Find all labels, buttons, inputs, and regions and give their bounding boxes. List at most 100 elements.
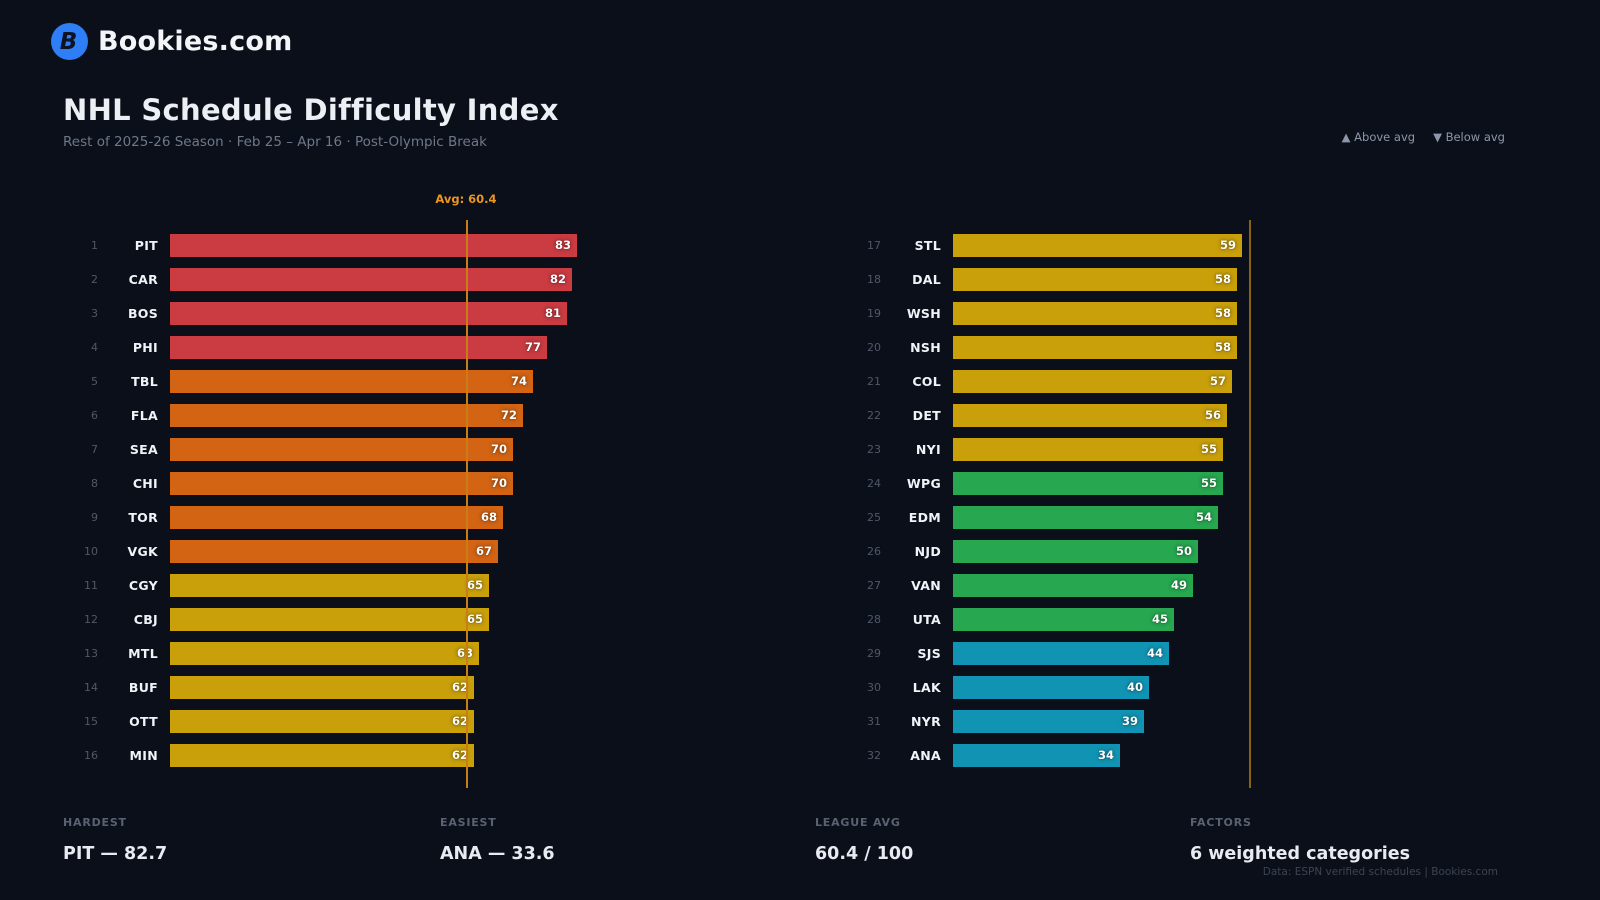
team-label: NYR [910,713,941,729]
footer-stats: HARDEST PIT — 82.7 EASIEST ANA — 33.6 LE… [0,816,1600,864]
bar: 63 [170,641,479,665]
bar-row-min: 16 MIN 62 [63,738,746,772]
bar: 65 [170,607,489,631]
rank-label: 30 [867,680,881,694]
header: B Bookies.com NHL Schedule Difficulty In… [0,0,1600,150]
bar: 55 [953,471,1223,495]
rank-label: 18 [867,272,881,286]
league-avg-line-right [1248,220,1251,788]
team-label: UTA [912,611,941,627]
bar-value-label: 68 [480,510,497,524]
bar-value-label: 83 [554,238,571,252]
rank-label: 19 [867,306,881,320]
rank-label: 4 [91,340,98,354]
bar-value-label: 77 [524,340,541,354]
bar: 40 [953,675,1149,699]
bar: 54 [953,505,1218,529]
rank-label: 23 [867,442,881,456]
bar-value-label: 55 [1200,442,1217,456]
team-label: NJD [914,543,941,559]
rank-label: 15 [84,714,98,728]
team-label: DET [912,407,941,423]
bar-track: 49 [953,573,1529,597]
bar: 62 [170,743,474,767]
bar-value-label: 65 [466,578,483,592]
rank-label: 27 [867,578,881,592]
bar: 45 [953,607,1174,631]
team-label: VAN [911,577,941,593]
team-label: CGY [128,577,158,593]
team-label: DAL [912,271,941,287]
bar-row-sjs: 29 SJS 44 [846,636,1529,670]
team-label: LAK [912,679,941,695]
team-label: FLA [130,407,158,423]
bar-row-col: 21 COL 57 [846,364,1529,398]
team-label: SJS [917,645,941,661]
bar-track: 65 [170,607,746,631]
rank-label: 10 [84,544,98,558]
bar-row-det: 22 DET 56 [846,398,1529,432]
team-label: WSH [906,305,941,321]
bar-value-label: 58 [1214,272,1231,286]
team-label: COL [912,373,941,389]
bar-row-ana: 32 ANA 34 [846,738,1529,772]
bar-track: 81 [170,301,746,325]
bar-track: 82 [170,267,746,291]
bar: 56 [953,403,1227,427]
bar-row-wsh: 19 WSH 58 [846,296,1529,330]
bar-track: 54 [953,505,1529,529]
brand-name: Bookies.com [98,26,293,57]
rank-label: 1 [91,238,98,252]
bar-row-mtl: 13 MTL 63 [63,636,746,670]
rank-label: 14 [84,680,98,694]
legend-above-avg: ▲ Above avg [1341,130,1416,144]
bar: 44 [953,641,1169,665]
bar-row-tbl: 5 TBL 74 [63,364,746,398]
bar: 83 [170,233,577,257]
bar: 50 [953,539,1198,563]
bookies-logo-icon: B [51,23,88,60]
bar-row-dal: 18 DAL 58 [846,262,1529,296]
bar: 67 [170,539,498,563]
bar-rows-left: 1 PIT 83 2 CAR 82 3 BOS 81 4 PHI 77 5 TBL 74 6 FLA 72 7 SEA… [63,192,746,788]
bar-value-label: 50 [1175,544,1192,558]
stat-hardest: HARDEST PIT — 82.7 [63,816,440,864]
rank-label: 9 [91,510,98,524]
bar-value-label: 45 [1151,612,1168,626]
bar-value-label: 55 [1200,476,1217,490]
bar-track: 56 [953,403,1529,427]
team-label: EDM [908,509,941,525]
rank-label: 7 [91,442,98,456]
rank-label: 29 [867,646,881,660]
bar-row-edm: 25 EDM 54 [846,500,1529,534]
team-label: ANA [910,747,941,763]
bar-track: 62 [170,675,746,699]
bar-value-label: 62 [451,748,468,762]
bar-row-uta: 28 UTA 45 [846,602,1529,636]
bar: 58 [953,335,1237,359]
team-label: NSH [910,339,941,355]
bar: 55 [953,437,1223,461]
bar-row-ott: 15 OTT 62 [63,704,746,738]
legend-below-avg: ▼ Below avg [1433,130,1505,144]
bar-track: 39 [953,709,1529,733]
rank-label: 5 [91,374,98,388]
team-label: SEA [129,441,158,457]
bar: 77 [170,335,547,359]
bar-track: 58 [953,301,1529,325]
rank-label: 6 [91,408,98,422]
bar-row-cgy: 11 CGY 65 [63,568,746,602]
bar-track: 70 [170,471,746,495]
bar-track: 63 [170,641,746,665]
bar-track: 59 [953,233,1529,257]
bar-track: 70 [170,437,746,461]
bar-track: 50 [953,539,1529,563]
league-avg-line-left [465,220,468,788]
bar-value-label: 49 [1170,578,1187,592]
bar: 74 [170,369,533,393]
chart-panel-left: 1 PIT 83 2 CAR 82 3 BOS 81 4 PHI 77 5 TBL 74 6 FLA 72 7 SEA… [63,192,746,788]
bar-row-lak: 30 LAK 40 [846,670,1529,704]
bar-row-nsh: 20 NSH 58 [846,330,1529,364]
team-label: TBL [131,373,158,389]
bar-value-label: 70 [490,442,507,456]
